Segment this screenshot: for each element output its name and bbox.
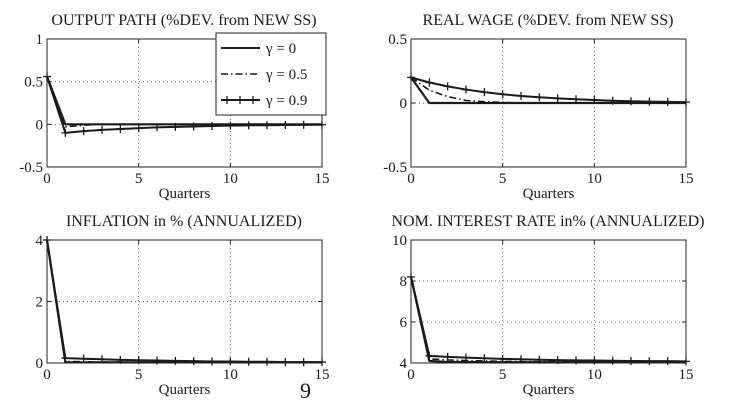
- y-tick-label: 0: [400, 96, 408, 112]
- chart-title: INFLATION in % (ANNUALIZED): [66, 213, 302, 230]
- y-tick-label: 4: [36, 233, 44, 249]
- y-tick-label: 4: [400, 356, 408, 372]
- x-axis-label: Quarters: [523, 186, 575, 202]
- series-line-solid: [410, 76, 686, 105]
- page-number: 9: [300, 378, 311, 403]
- y-tick-label: 0.5: [388, 32, 407, 48]
- x-tick-label: 0: [43, 171, 51, 187]
- data-point-marker: [171, 356, 180, 365]
- data-point-marker: [663, 97, 672, 106]
- data-point-marker: [663, 357, 672, 366]
- data-point-marker: [645, 357, 654, 366]
- data-point-marker: [535, 93, 544, 102]
- x-axis-label: Quarters: [523, 382, 575, 398]
- x-tick-label: 10: [223, 171, 238, 187]
- y-tick-label: 0: [36, 117, 44, 133]
- y-tick-label: -0.5: [383, 160, 407, 176]
- series-group: [43, 236, 326, 367]
- data-point-marker: [61, 128, 70, 137]
- chart-title: OUTPUT PATH (%DEV. from NEW SS): [51, 12, 316, 29]
- y-tick-label: 0.5: [24, 75, 43, 91]
- series-line-solid: [409, 276, 686, 364]
- data-point-marker: [116, 125, 125, 134]
- chart-panel-2: REAL WAGE (%DEV. from NEW SS)0 5 10 15-0.50…: [383, 12, 693, 202]
- data-point-marker: [480, 354, 489, 363]
- series-line-dashdot: [46, 239, 322, 364]
- series-line-plus: [46, 239, 322, 364]
- data-point-marker: [443, 82, 452, 91]
- chart-panel-4: NOM. INTEREST RATE in% (ANNUALIZED) 0 5 10 1…: [392, 213, 705, 398]
- legend-marker: [236, 96, 244, 104]
- y-tick-label: 8: [400, 274, 408, 290]
- data-point-marker: [480, 88, 489, 97]
- chart-panel-3: INFLATION in % (ANNUALIZED) 0 5 10 15 0 2 4 Quar…: [36, 213, 330, 398]
- x-tick-label: 0: [407, 367, 415, 383]
- data-point-marker: [425, 78, 434, 87]
- legend-marker: [223, 96, 231, 104]
- chart-title: REAL WAGE (%DEV. from NEW SS): [423, 12, 674, 29]
- legend-label: γ = 0: [265, 41, 296, 57]
- series-line-solid: [45, 239, 322, 364]
- x-tick-label: 10: [587, 367, 602, 383]
- legend-label: γ = 0.5: [265, 67, 307, 83]
- data-point-marker: [608, 356, 617, 365]
- data-point-marker: [553, 94, 562, 103]
- data-point-marker: [79, 127, 88, 136]
- y-tick-label: 0: [36, 356, 44, 372]
- data-point-marker: [498, 90, 507, 99]
- data-point-marker: [462, 85, 470, 94]
- chart-panel-1: OUTPUT PATH (%DEV. from NEW SS)0 5 10 15-0.…: [19, 12, 329, 202]
- data-point-marker: [98, 125, 106, 134]
- data-point-marker: [134, 124, 143, 133]
- x-tick-label: 15: [315, 171, 330, 187]
- data-point-marker: [627, 356, 635, 365]
- x-axis-label: Quarters: [159, 186, 211, 202]
- axes-frame: [410, 38, 687, 168]
- data-point-marker: [189, 357, 198, 366]
- legend-marker: [249, 96, 257, 104]
- y-tick-label: 1: [36, 32, 44, 48]
- x-axis-label: Quarters: [159, 382, 211, 398]
- series-line-dashdot: [410, 76, 686, 104]
- y-tick-label: -0.5: [19, 160, 43, 176]
- x-tick-label: 5: [499, 367, 507, 383]
- legend: γ = 0 γ = 0.5 γ = 0.9: [215, 32, 327, 116]
- x-tick-label: 0: [43, 367, 51, 383]
- series-line-plus: [410, 276, 687, 363]
- axes-frame: [410, 239, 687, 364]
- x-tick-label: 5: [135, 367, 143, 383]
- x-tick-label: 15: [679, 367, 694, 383]
- axes-frame: [46, 239, 323, 364]
- series-line-plus: [410, 76, 687, 104]
- series-group: [43, 72, 326, 137]
- data-point-marker: [226, 121, 235, 130]
- series-group: [407, 73, 690, 107]
- x-tick-label: 15: [679, 171, 694, 187]
- x-tick-label: 15: [315, 367, 330, 383]
- y-tick-label: 2: [36, 295, 44, 311]
- chart-title: NOM. INTEREST RATE in% (ANNUALIZED): [392, 213, 705, 230]
- x-tick-label: 0: [407, 171, 415, 187]
- data-point-marker: [517, 91, 525, 100]
- x-tick-label: 5: [499, 171, 507, 187]
- series-line-solid: [45, 76, 322, 126]
- x-tick-label: 10: [223, 367, 238, 383]
- series-group: [407, 272, 690, 366]
- legend-label: γ = 0.9: [265, 93, 307, 109]
- data-point-marker: [645, 97, 654, 106]
- x-tick-label: 10: [587, 171, 602, 187]
- x-tick-label: 5: [135, 171, 143, 187]
- legend-box: [215, 32, 327, 116]
- y-tick-label: 10: [392, 233, 407, 249]
- y-tick-label: 6: [400, 315, 408, 331]
- series-line-dashdot: [410, 276, 686, 363]
